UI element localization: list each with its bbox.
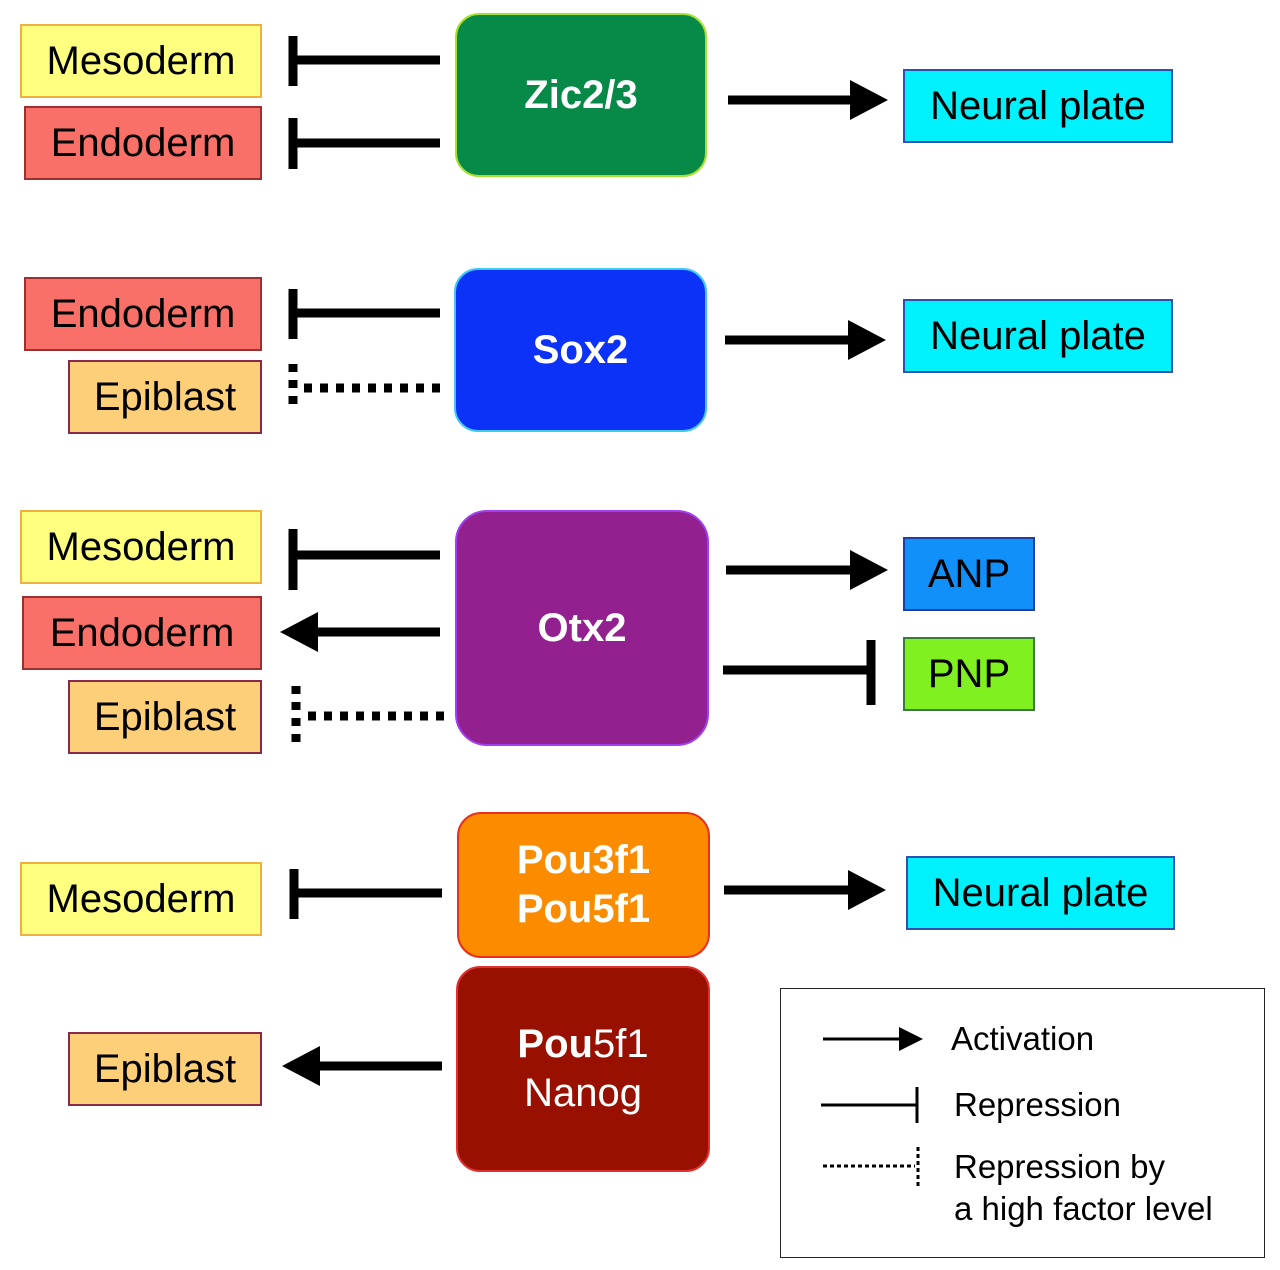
otx2-anp-label: ANP (927, 551, 1011, 596)
zic-endoderm-box: Endoderm (24, 106, 262, 180)
zic-mesoderm-box: Mesoderm (20, 24, 262, 98)
nanog-epiblast-label: Epiblast (93, 1046, 237, 1091)
otx2-mesoderm-repression (288, 529, 440, 590)
pou3f1-mesoderm-repression (289, 869, 442, 919)
legend-activation-label: Activation (951, 1020, 1095, 1057)
pou3f1-neural-plate-activation (724, 870, 886, 910)
pou3f1-mesoderm-label: Mesoderm (46, 876, 236, 921)
legend: Activation Repression Repression by a hi… (780, 988, 1265, 1258)
zic-endoderm-repression (288, 118, 440, 169)
pou3f1-hub-line1: Pou3f1 (516, 838, 651, 883)
otx2-anp-box: ANP (903, 537, 1035, 611)
zic-hub-label: Zic2/3 (524, 72, 638, 117)
sox2-hub: Sox2 (454, 268, 707, 432)
nanog-epiblast-box: Epiblast (68, 1032, 262, 1106)
zic-endoderm-label: Endoderm (50, 120, 236, 165)
pou3f1-neural-plate-label: Neural plate (932, 870, 1149, 915)
legend-high-level-repression-symbol (823, 1147, 920, 1187)
legend-high-level-repression-line1: Repression by (954, 1148, 1165, 1185)
legend-repression-label: Repression (954, 1086, 1121, 1123)
sox2-endoderm-label: Endoderm (50, 291, 236, 336)
otx2-epiblast-high-level-repression (291, 686, 444, 750)
otx2-endoderm-label: Endoderm (49, 610, 235, 655)
otx2-anp-activation (726, 550, 888, 590)
sox2-epiblast-high-level-repression (288, 364, 440, 410)
otx2-hub-label: Otx2 (537, 605, 627, 650)
pou3f1-hub-line2: Pou5f1 (516, 887, 651, 931)
pou5f1-nanog-hub-line2: Nanog (524, 1071, 642, 1115)
pou3f1-neural-plate-box: Neural plate (906, 856, 1175, 930)
sox2-neural-plate-activation (725, 320, 886, 360)
legend-high-level-repression-line2: a high factor level (954, 1190, 1213, 1227)
legend-symbols (821, 1027, 923, 1187)
zic-neural-plate-activation (728, 80, 888, 120)
pou5f1-nanog-hub-bold: Pou (517, 1022, 593, 1067)
otx2-pnp-box: PNP (903, 637, 1035, 711)
otx2-pnp-label: PNP (927, 651, 1011, 696)
otx2-endoderm-box: Endoderm (22, 596, 262, 670)
zic-neural-plate-box: Neural plate (903, 69, 1173, 143)
zic-hub: Zic2/3 (455, 13, 707, 177)
zic-mesoderm-label: Mesoderm (46, 38, 236, 83)
legend-activation-symbol (823, 1027, 923, 1051)
pou5f1-nanog-hub-rest: 5f1 (592, 1022, 649, 1067)
sox2-epiblast-box: Epiblast (68, 360, 262, 434)
pou3f1-mesoderm-box: Mesoderm (20, 862, 262, 936)
otx2-hub: Otx2 (455, 510, 709, 746)
zic-mesoderm-repression (288, 36, 440, 86)
otx2-epiblast-label: Epiblast (93, 694, 237, 739)
zic-neural-plate-label: Neural plate (930, 83, 1146, 128)
nanog-epiblast-activation (282, 1046, 442, 1086)
sox2-epiblast-label: Epiblast (93, 374, 237, 419)
sox2-neural-plate-box: Neural plate (903, 299, 1173, 373)
pou5f1-nanog-hub-line1: Pou5f1 (517, 1020, 648, 1069)
legend-repression-symbol (821, 1087, 919, 1123)
pou3f1-hub: Pou3f1 Pou5f1 (457, 812, 710, 958)
pou5f1-nanog-hub: Pou5f1 Nanog (456, 966, 710, 1172)
otx2-mesoderm-label: Mesoderm (46, 524, 236, 569)
sox2-endoderm-box: Endoderm (24, 277, 262, 351)
otx2-pnp-repression (723, 640, 876, 705)
sox2-endoderm-repression (288, 289, 440, 339)
sox2-hub-label: Sox2 (532, 327, 629, 372)
otx2-mesoderm-box: Mesoderm (20, 510, 262, 584)
sox2-neural-plate-label: Neural plate (930, 313, 1146, 358)
otx2-epiblast-box: Epiblast (68, 680, 262, 754)
otx2-endoderm-activation (280, 612, 440, 652)
